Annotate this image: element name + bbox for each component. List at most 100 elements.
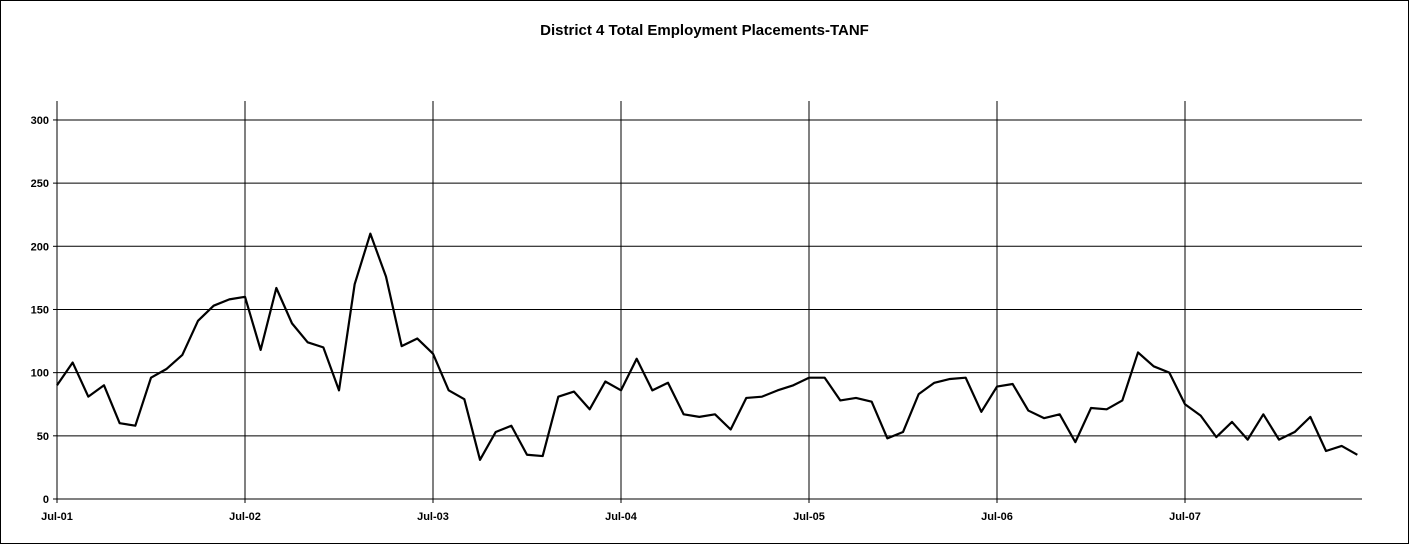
y-tick-label: 200	[31, 241, 49, 253]
y-tick-label: 100	[31, 368, 49, 380]
x-tick-label: Jul-03	[417, 511, 449, 523]
data-point	[166, 368, 168, 370]
data-point	[291, 322, 293, 324]
x-tick-label: Jul-06	[981, 511, 1013, 523]
data-point	[886, 437, 888, 439]
data-point	[1059, 413, 1061, 415]
data-point	[119, 422, 121, 424]
data-point	[1262, 413, 1264, 415]
data-point	[1278, 439, 1280, 441]
series	[56, 232, 1358, 461]
data-point	[996, 386, 998, 388]
data-point	[1012, 383, 1014, 385]
x-tick-label: Jul-05	[793, 511, 825, 523]
data-point	[103, 384, 105, 386]
x-tick-label: Jul-04	[605, 511, 638, 523]
data-point	[338, 389, 340, 391]
grid-lines	[57, 101, 1362, 499]
data-point	[228, 298, 230, 300]
data-point	[479, 459, 481, 461]
data-point	[322, 346, 324, 348]
data-point	[385, 276, 387, 278]
data-point	[683, 413, 685, 415]
data-point	[604, 381, 606, 383]
data-point	[150, 377, 152, 379]
y-tick-label: 300	[31, 115, 49, 127]
data-point	[589, 408, 591, 410]
data-point	[980, 411, 982, 413]
data-point	[808, 377, 810, 379]
data-point	[1106, 408, 1108, 410]
data-point	[275, 287, 277, 289]
data-point	[730, 429, 732, 431]
data-point	[949, 378, 951, 380]
data-point	[244, 296, 246, 298]
data-point	[1137, 351, 1139, 353]
y-tick-label: 150	[31, 304, 49, 316]
data-point	[839, 399, 841, 401]
x-tick-labels: Jul-01 Jul-02 Jul-03 Jul-04 Jul-05 Jul-06 Jul-…	[41, 511, 1201, 523]
data-point	[1074, 441, 1076, 443]
data-point	[1325, 450, 1327, 452]
data-point	[714, 413, 716, 415]
data-point	[463, 398, 465, 400]
data-point	[526, 454, 528, 456]
y-tick-label: 0	[43, 494, 49, 506]
data-point	[56, 384, 58, 386]
data-point	[902, 431, 904, 433]
x-tick-label: Jul-07	[1169, 511, 1201, 523]
data-point	[1027, 410, 1029, 412]
data-point	[1043, 417, 1045, 419]
data-point	[307, 341, 309, 343]
data-point	[1247, 439, 1249, 441]
data-point	[197, 320, 199, 322]
data-point	[855, 397, 857, 399]
data-point	[636, 358, 638, 360]
data-point	[651, 389, 653, 391]
data-point	[871, 401, 873, 403]
series-line	[56, 232, 1358, 461]
data-point	[573, 391, 575, 393]
data-point	[1121, 399, 1123, 401]
data-point	[824, 377, 826, 379]
data-point	[557, 396, 559, 398]
data-point	[542, 455, 544, 457]
y-tick-label: 250	[31, 178, 49, 190]
data-point	[918, 393, 920, 395]
data-point	[369, 233, 371, 235]
data-point	[1153, 365, 1155, 367]
data-point	[667, 382, 669, 384]
data-point	[354, 283, 356, 285]
data-point	[432, 353, 434, 355]
data-point	[1090, 407, 1092, 409]
data-point	[698, 416, 700, 418]
y-tick-labels: 0 50 100 150 200 250 300	[31, 115, 49, 506]
y-tick-label: 50	[37, 431, 49, 443]
data-point	[620, 389, 622, 391]
data-point	[416, 338, 418, 340]
data-point	[134, 425, 136, 427]
data-point	[1309, 416, 1311, 418]
data-point	[401, 345, 403, 347]
data-point	[87, 396, 89, 398]
data-point	[1215, 436, 1217, 438]
data-point	[965, 377, 967, 379]
data-point	[72, 362, 74, 364]
data-point	[495, 431, 497, 433]
x-tick-label: Jul-02	[229, 511, 261, 523]
data-point	[1168, 372, 1170, 374]
chart-title: District 4 Total Employment Placements-T…	[540, 22, 869, 39]
data-point	[1184, 403, 1186, 405]
data-point	[1200, 415, 1202, 417]
data-point	[761, 396, 763, 398]
data-point	[1341, 445, 1343, 447]
data-point	[260, 349, 262, 351]
data-point	[213, 305, 215, 307]
data-point	[745, 397, 747, 399]
data-point	[510, 425, 512, 427]
data-point	[1356, 454, 1358, 456]
axes	[53, 101, 1362, 503]
data-point	[1231, 421, 1233, 423]
data-point	[792, 384, 794, 386]
